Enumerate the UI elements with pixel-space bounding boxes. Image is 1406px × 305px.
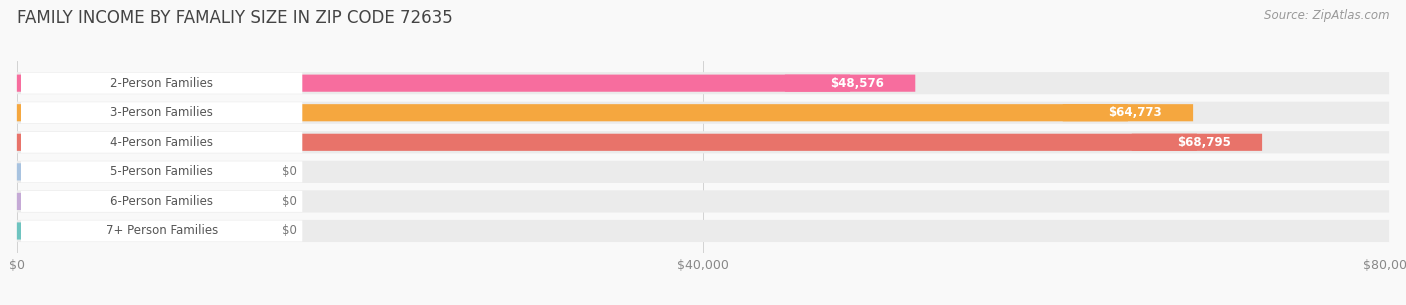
FancyBboxPatch shape <box>17 220 1389 242</box>
Text: $0: $0 <box>281 195 297 208</box>
FancyBboxPatch shape <box>17 193 264 210</box>
Text: 6-Person Families: 6-Person Families <box>110 195 214 208</box>
Text: $68,795: $68,795 <box>1177 136 1230 149</box>
FancyBboxPatch shape <box>1132 134 1263 151</box>
FancyBboxPatch shape <box>21 102 302 123</box>
FancyBboxPatch shape <box>17 222 264 239</box>
FancyBboxPatch shape <box>21 191 302 212</box>
Text: 7+ Person Families: 7+ Person Families <box>105 224 218 238</box>
Text: 2-Person Families: 2-Person Families <box>110 77 214 90</box>
FancyBboxPatch shape <box>17 131 1389 153</box>
FancyBboxPatch shape <box>17 72 1389 94</box>
Text: $0: $0 <box>281 165 297 178</box>
FancyBboxPatch shape <box>17 75 851 92</box>
FancyBboxPatch shape <box>21 221 302 242</box>
FancyBboxPatch shape <box>21 161 302 182</box>
FancyBboxPatch shape <box>21 132 302 153</box>
Text: 5-Person Families: 5-Person Families <box>110 165 214 178</box>
FancyBboxPatch shape <box>17 161 1389 183</box>
FancyBboxPatch shape <box>17 134 1197 151</box>
FancyBboxPatch shape <box>21 73 302 94</box>
Text: Source: ZipAtlas.com: Source: ZipAtlas.com <box>1264 9 1389 22</box>
Text: FAMILY INCOME BY FAMALIY SIZE IN ZIP CODE 72635: FAMILY INCOME BY FAMALIY SIZE IN ZIP COD… <box>17 9 453 27</box>
FancyBboxPatch shape <box>1063 104 1194 121</box>
FancyBboxPatch shape <box>17 163 264 181</box>
FancyBboxPatch shape <box>17 104 1128 121</box>
FancyBboxPatch shape <box>17 102 1389 124</box>
Text: $64,773: $64,773 <box>1108 106 1161 119</box>
FancyBboxPatch shape <box>17 190 1389 213</box>
Text: $48,576: $48,576 <box>830 77 884 90</box>
Text: 3-Person Families: 3-Person Families <box>110 106 214 119</box>
Text: $0: $0 <box>281 224 297 238</box>
Text: 4-Person Families: 4-Person Families <box>110 136 214 149</box>
FancyBboxPatch shape <box>785 75 915 92</box>
